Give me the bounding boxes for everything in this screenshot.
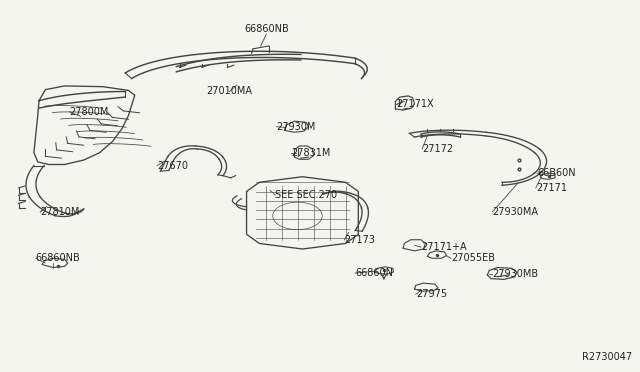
- Text: 27172: 27172: [422, 144, 453, 154]
- Text: 27010MA: 27010MA: [206, 87, 252, 96]
- Text: 66860NB: 66860NB: [244, 24, 289, 34]
- Text: 66860NB: 66860NB: [36, 253, 81, 263]
- Text: 27171+A: 27171+A: [421, 242, 467, 252]
- Text: 27810M: 27810M: [40, 207, 79, 217]
- Text: 27173: 27173: [344, 235, 375, 245]
- Text: 66860N: 66860N: [355, 268, 393, 278]
- Text: 27670: 27670: [157, 161, 188, 171]
- Text: 27930MA: 27930MA: [492, 207, 538, 217]
- Text: 27975: 27975: [416, 289, 447, 299]
- Text: 66B60N: 66B60N: [537, 168, 576, 178]
- Text: 27831M: 27831M: [291, 148, 331, 158]
- Text: 27171: 27171: [536, 183, 567, 193]
- Text: 27800M: 27800M: [70, 107, 109, 117]
- Text: 27930M: 27930M: [276, 122, 316, 132]
- Text: 27055EB: 27055EB: [451, 253, 495, 263]
- Text: 27930MB: 27930MB: [492, 269, 538, 279]
- Text: SEE SEC.270: SEE SEC.270: [275, 190, 337, 200]
- Text: R2730047: R2730047: [582, 352, 632, 362]
- Text: 27171X: 27171X: [397, 99, 435, 109]
